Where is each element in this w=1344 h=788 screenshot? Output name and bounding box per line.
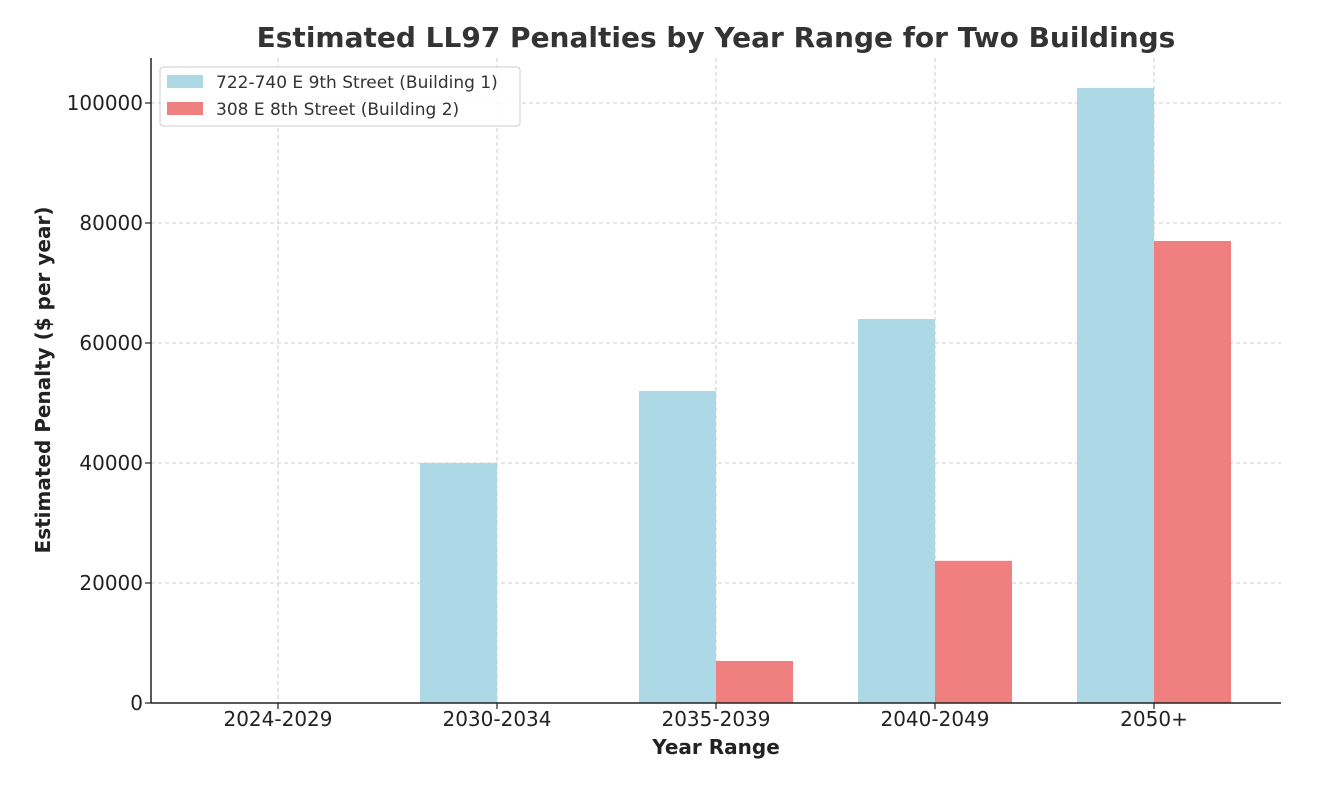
legend-label-building-2: 308 E 8th Street (Building 2)	[216, 100, 459, 120]
x-tick-label: 2050+	[1120, 707, 1188, 731]
x-tick-label: 2040-2049	[880, 707, 989, 731]
chart-title: Estimated LL97 Penalties by Year Range f…	[257, 21, 1176, 54]
bar-building-2-2035-2039	[716, 661, 793, 703]
bar-building-1-2050+	[1077, 88, 1154, 703]
bar-building-2-2040-2049	[935, 560, 1012, 703]
y-tick-label: 20000	[79, 571, 143, 595]
legend-swatch-building-1	[167, 75, 203, 88]
x-axis-label: Year Range	[651, 735, 780, 759]
y-tick-label: 80000	[79, 211, 143, 235]
y-ticks: 0 20000 40000 60000 80000 100000	[67, 91, 151, 715]
legend-box	[159, 66, 521, 127]
bar-building-2-2050+	[1154, 241, 1231, 703]
x-tick-label: 2035-2039	[661, 707, 770, 731]
x-tick-label: 2030-2034	[442, 707, 551, 731]
legend: 722-740 E 9th Street (Building 1) 308 E …	[159, 66, 521, 127]
bar-building-1-2040-2049	[858, 319, 935, 703]
y-axis-label: Estimated Penalty ($ per year)	[31, 207, 55, 554]
legend-label-building-1: 722-740 E 9th Street (Building 1)	[216, 73, 498, 93]
bar-building-1-2035-2039	[639, 391, 716, 703]
x-ticks: 2024-2029 2030-2034 2035-2039 2040-2049 2050…	[223, 703, 1188, 731]
bar-building-1-2030-2034	[420, 463, 497, 703]
legend-swatch-building-2	[167, 102, 203, 115]
x-tick-label: 2024-2029	[223, 707, 332, 731]
y-tick-label: 40000	[79, 451, 143, 475]
y-tick-label: 100000	[67, 91, 143, 115]
y-tick-label: 60000	[79, 331, 143, 355]
bars	[420, 88, 1231, 703]
y-tick-label: 0	[130, 691, 143, 715]
